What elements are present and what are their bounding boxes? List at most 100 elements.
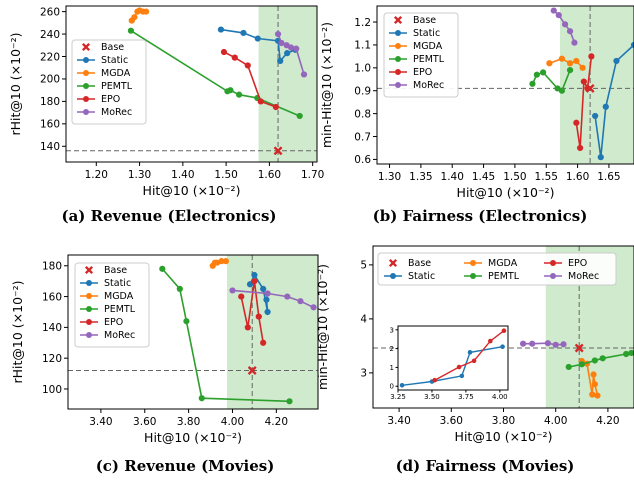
panel-revenue-movies: (c) Revenue (Movies) 3.40 3.60 3.80 4.00 4.2…: [10, 254, 319, 475]
caption-c: (c) Revenue (Movies): [96, 457, 275, 475]
point-static: [217, 26, 225, 33]
legend-box: [74, 262, 150, 348]
point-morec: [310, 304, 317, 311]
inset-x-tick-label: 3.75: [458, 393, 474, 401]
point-epo: [251, 278, 258, 285]
point-static: [263, 296, 270, 303]
point-pemtl: [159, 265, 166, 272]
point-epo: [244, 324, 251, 331]
x-tick-label: 3.60: [133, 416, 156, 428]
x-tick-label: 4.00: [221, 416, 244, 428]
point-pemtl: [529, 80, 536, 87]
point-epo: [220, 48, 228, 56]
point-epo: [231, 54, 238, 61]
legend-label-epo: EPO: [568, 258, 587, 269]
point-static: [592, 112, 599, 120]
point-mgda: [546, 60, 553, 67]
point-epo: [255, 313, 262, 320]
legend-label-static: Static: [101, 55, 128, 66]
legend-label-mgda: MGDA: [104, 291, 134, 302]
point-mgda: [573, 57, 580, 65]
point-epo: [580, 78, 587, 85]
y-tick-label: 160: [42, 291, 62, 303]
base-marker-stroke-b: [273, 146, 283, 156]
point-epo: [238, 293, 245, 300]
y-tick-label: 180: [42, 261, 62, 273]
point-pemtl: [286, 398, 293, 405]
inset-point-epo: [432, 377, 437, 383]
x-tick-label: 3.80: [492, 415, 515, 427]
legend-label-epo: EPO: [413, 67, 432, 78]
legend-marker-morec: [395, 82, 401, 88]
point-mgda: [589, 391, 596, 398]
y-tick-label: 0.6: [354, 154, 371, 166]
point-epo: [244, 62, 251, 69]
point-pemtl: [623, 350, 630, 358]
point-pemtl: [540, 69, 547, 76]
point-pemtl: [599, 355, 606, 362]
base-marker: [247, 366, 257, 375]
point-pemtl: [198, 395, 205, 402]
y-tick-label: 0.8: [354, 108, 371, 120]
point-pemtl: [566, 67, 574, 74]
legend-marker-mgda: [86, 293, 92, 299]
y-tick-label: 160: [40, 119, 60, 131]
legend-label-pemtl: PEMTL: [101, 81, 133, 92]
inset-point-static: [500, 344, 505, 350]
point-static: [251, 271, 258, 279]
y-tick-label: 1.2: [354, 17, 371, 29]
x-tick-label: 1.55: [535, 171, 558, 183]
y-tick-label: 220: [40, 51, 60, 63]
point-static: [240, 29, 247, 37]
legend-label-static: Static: [104, 278, 131, 289]
legend-base-marker: [388, 258, 398, 268]
base-marker: [574, 343, 584, 353]
point-static: [246, 281, 254, 288]
point-pemtl: [558, 87, 566, 94]
y-tick-label: 120: [42, 353, 62, 365]
legend-base-marker-stroke-b: [81, 42, 91, 52]
legend-box: [377, 252, 617, 286]
inset-point-static: [467, 350, 473, 355]
legend-label-morec: MoRec: [101, 107, 132, 118]
inset-y-tick-label: 3: [390, 326, 394, 334]
x-axis-label: Hit@10 (×10⁻²): [143, 183, 241, 198]
x-tick-label: 1.40: [441, 171, 464, 183]
point-mgda: [218, 258, 225, 265]
point-morec: [555, 12, 562, 19]
point-morec: [229, 287, 236, 294]
point-static: [260, 285, 267, 292]
legend-label-morec: MoRec: [104, 330, 135, 341]
legend: Base Static MGDA PEMTL EPO MoRec: [71, 39, 147, 125]
x-tick-label: 1.30: [128, 169, 151, 181]
point-epo: [272, 103, 279, 111]
legend-marker-pemtl: [86, 306, 92, 312]
legend-base-marker: [393, 15, 403, 25]
point-epo: [573, 119, 580, 126]
inset-y-tick-label: 1: [390, 364, 394, 372]
x-tick-label: 1.50: [214, 169, 237, 181]
point-morec: [550, 7, 557, 14]
point-static: [602, 103, 609, 110]
base-marker: [585, 83, 595, 93]
y-tick-label: 1.0: [354, 63, 371, 75]
axes-frame: [67, 254, 319, 410]
y-tick-label: 140: [42, 322, 62, 334]
caption-b: (b) Fairness (Electronics): [373, 207, 588, 225]
x-axis-label: Hit@10 (×10⁻²): [457, 185, 555, 200]
x-tick-label: 3.40: [387, 415, 410, 427]
inset-point-static: [459, 373, 465, 379]
x-tick-label: 4.00: [544, 415, 567, 427]
legend-marker-static: [395, 30, 401, 36]
point-pemtl: [533, 71, 540, 78]
legend-label-static: Static: [408, 271, 435, 282]
panel-revenue-electronics: (a) Revenue (Electronics) 1.20 1.30 1.40 1.…: [8, 5, 324, 225]
point-pemtl: [628, 349, 634, 357]
base-marker-stroke-b: [574, 343, 584, 353]
legend-label-mgda: MGDA: [413, 41, 443, 52]
legend-marker-epo: [550, 260, 556, 266]
legend-marker-morec: [86, 332, 92, 338]
y-tick-label: 3: [360, 368, 367, 380]
point-static: [264, 308, 271, 316]
